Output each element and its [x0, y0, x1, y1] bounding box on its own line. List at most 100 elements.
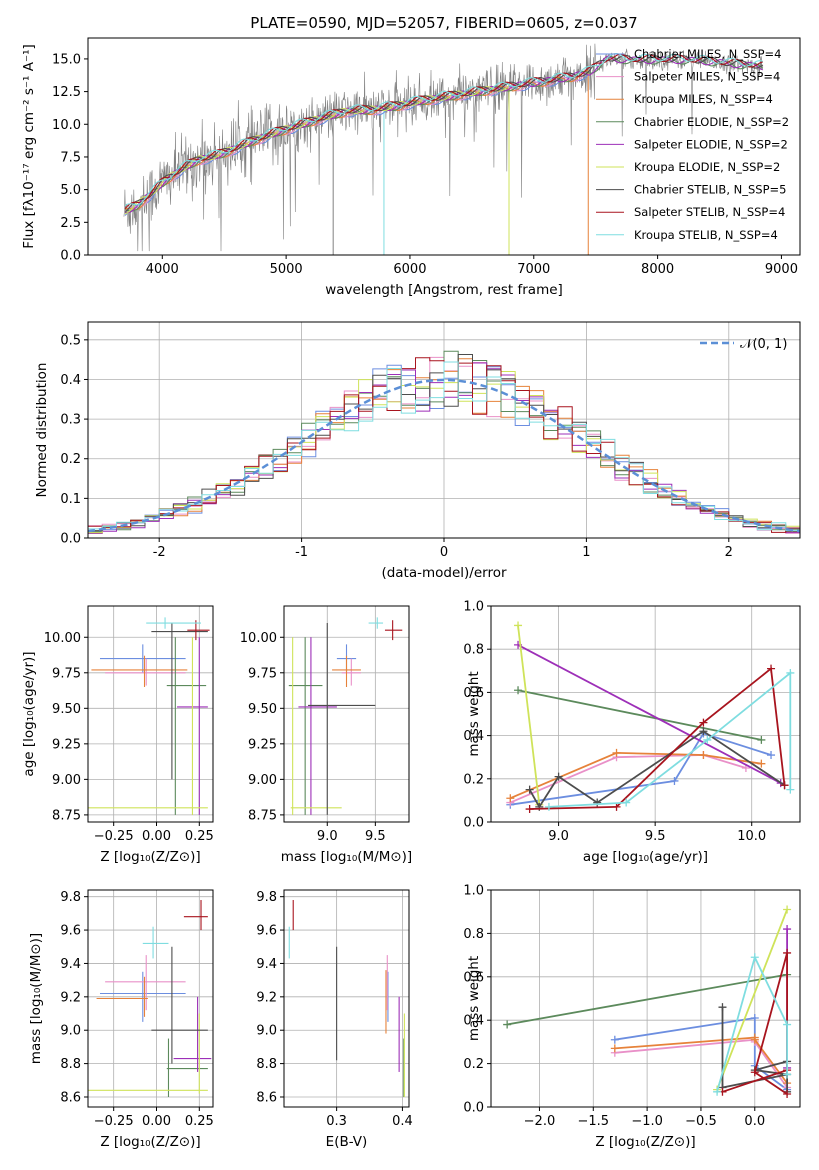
y-tick-label: 9.25	[248, 737, 277, 752]
y-axis-label: Normed distribution	[34, 363, 50, 498]
x-tick-label: −0.5	[685, 1114, 717, 1129]
weight-marker-salpeter_stelib	[699, 718, 708, 727]
y-axis-label: mass weight	[466, 671, 482, 756]
weight-marker-chabrier_stelib	[718, 1003, 727, 1012]
y-tick-label: 0.1	[60, 492, 81, 507]
y-axis-label: age [log₁₀(age/yr)]	[21, 651, 37, 776]
weight-marker-salpeter_stelib	[767, 664, 776, 673]
y-tick-label: 8.8	[60, 1057, 81, 1072]
legend-label: Kroupa MILES, N_SSP=4	[634, 92, 773, 106]
x-tick-label: −0.25	[94, 1114, 134, 1129]
x-tick-label: 9.0	[317, 829, 338, 844]
y-tick-label: 2.5	[60, 216, 81, 231]
z_age-axes: −0.25 0.00 0.25 8.75 9.00 9.25 9.50 9.75 10.00 Z …	[21, 606, 214, 865]
y-tick-label: 9.25	[52, 737, 81, 752]
weight-line-salpeter_elodie	[517, 644, 782, 784]
x-tick-label: 0	[440, 545, 448, 560]
ebv_mass-axes: 0.3 0.4 8.6 8.8 9.0 9.2 9.4 9.6 9.8 E(B-V)	[256, 890, 413, 1150]
weight-marker-kroupa_stelib	[783, 1070, 792, 1079]
y-tick-label: 9.8	[60, 890, 81, 905]
legend-label: 𝒩(0, 1)	[740, 337, 787, 352]
mass_age-frame	[283, 605, 410, 823]
z_mass-frame	[87, 889, 214, 1108]
y-tick-label: 15.0	[52, 52, 81, 67]
x-tick-label: 10.0	[737, 829, 766, 844]
weight-marker-chabrier_miles	[750, 1014, 759, 1023]
ebv_mass-plot	[288, 900, 405, 1097]
age_weight-axes: 9.0 9.5 10.0 0.0 0.2 0.4 0.6 0.8 1.0 age [log₁₀(a…	[463, 600, 800, 865]
y-tick-label: 0.2	[463, 772, 484, 787]
y-tick-label: 9.50	[248, 702, 277, 717]
x-tick-label: 4000	[146, 262, 179, 277]
y-tick-label: 9.2	[256, 990, 277, 1005]
y-tick-label: 0.8	[463, 927, 484, 942]
weight-marker-kroupa_stelib	[703, 735, 712, 744]
x-tick-label: 0.25	[185, 829, 214, 844]
age_weight-plot	[506, 621, 795, 814]
weight-marker-kroupa_stelib	[783, 1020, 792, 1029]
y-tick-label: 0.2	[463, 1057, 484, 1072]
spectrum-plot	[123, 43, 764, 255]
model-spectrum-kroupa_miles	[124, 70, 589, 211]
weight-marker-salpeter_stelib	[783, 948, 792, 957]
weight-marker-chabrier_elodie	[514, 686, 523, 695]
weight-line-chabrier_elodie	[506, 973, 788, 1026]
x-tick-label: 0.25	[185, 1114, 214, 1129]
x-tick-label: 0.3	[326, 1114, 347, 1129]
weight-marker-kroupa_miles	[750, 1035, 759, 1044]
weight-marker-chabrier_elodie	[503, 1020, 512, 1029]
y-tick-label: 0.6	[463, 970, 484, 985]
weight-marker-kroupa_stelib	[713, 1087, 722, 1096]
y-tick-label: 8.75	[52, 808, 81, 823]
weight-marker-kroupa_elodie	[783, 905, 792, 914]
legend-label: Chabrier ELODIE, N_SSP=2	[634, 115, 789, 129]
y-axis-label: Flux [fλ10⁻¹⁷ erg cm⁻² s⁻¹ A⁻¹]	[21, 44, 37, 249]
z_mass-plot	[88, 900, 212, 1097]
weight-marker-kroupa_stelib	[786, 785, 795, 794]
x-axis-label: age [log₁₀(age/yr)]	[583, 849, 708, 865]
x-axis-label: Z [log₁₀(Z/Z⊙)]	[595, 1134, 695, 1150]
x-tick-label: −1.5	[577, 1114, 609, 1129]
y-tick-label: 0.0	[60, 532, 81, 547]
z_mass-axes: −0.25 0.00 0.25 8.6 8.8 9.0 9.2 9.4 9.6 9.8 Z [log…	[28, 890, 214, 1150]
x-axis-label: Z [log₁₀(Z/Z⊙)]	[100, 1134, 200, 1150]
gaussian-curve	[88, 378, 800, 533]
x-axis-label: E(B-V)	[326, 1134, 368, 1150]
weight-marker-kroupa_stelib	[786, 668, 795, 677]
x-tick-label: 9.0	[548, 829, 569, 844]
weight-marker-salpeter_stelib	[612, 802, 621, 811]
spectrum-frame	[87, 37, 801, 256]
y-tick-label: 0.0	[60, 249, 81, 264]
y-tick-label: 8.8	[256, 1057, 277, 1072]
y-tick-label: 10.00	[240, 631, 277, 646]
weight-marker-chabrier_elodie	[757, 735, 766, 744]
y-tick-label: 0.0	[463, 816, 484, 831]
weight-marker-chabrier_stelib	[699, 727, 708, 736]
spectrum-axes: 4000 5000 6000 7000 8000 9000 0.0 2.5 5.0 7.5 10.0…	[21, 44, 798, 298]
weight-line-salpeter_stelib	[529, 666, 786, 810]
weight-marker-chabrier_stelib	[525, 785, 534, 794]
y-tick-label: 10.00	[44, 631, 81, 646]
weight-marker-kroupa_stelib	[544, 802, 553, 811]
age_weight-frame	[490, 605, 801, 823]
weight-marker-kroupa_miles	[757, 759, 766, 768]
legend-label: Salpeter ELODIE, N_SSP=2	[634, 137, 788, 151]
weight-line-kroupa_stelib	[716, 954, 788, 1093]
y-tick-label: 9.6	[60, 924, 81, 939]
y-tick-label: 8.6	[256, 1090, 277, 1105]
y-tick-label: 9.0	[60, 1024, 81, 1039]
weight-marker-salpeter_elodie	[783, 925, 792, 934]
model-spectrum-chabrier_miles	[124, 74, 589, 216]
weight-marker-salpeter_stelib	[750, 1068, 759, 1077]
y-tick-label: 0.8	[463, 643, 484, 658]
weight-line-kroupa_elodie	[716, 909, 788, 1090]
weight-marker-salpeter_stelib	[780, 781, 789, 790]
y-tick-label: 7.5	[60, 150, 81, 165]
x-tick-label: 1	[582, 545, 590, 560]
weight-marker-kroupa_miles	[699, 751, 708, 760]
y-axis-label: mass weight	[466, 956, 482, 1041]
z_weight-frame	[490, 889, 801, 1108]
y-tick-label: 12.5	[52, 85, 81, 100]
y-tick-label: 0.2	[60, 452, 81, 467]
